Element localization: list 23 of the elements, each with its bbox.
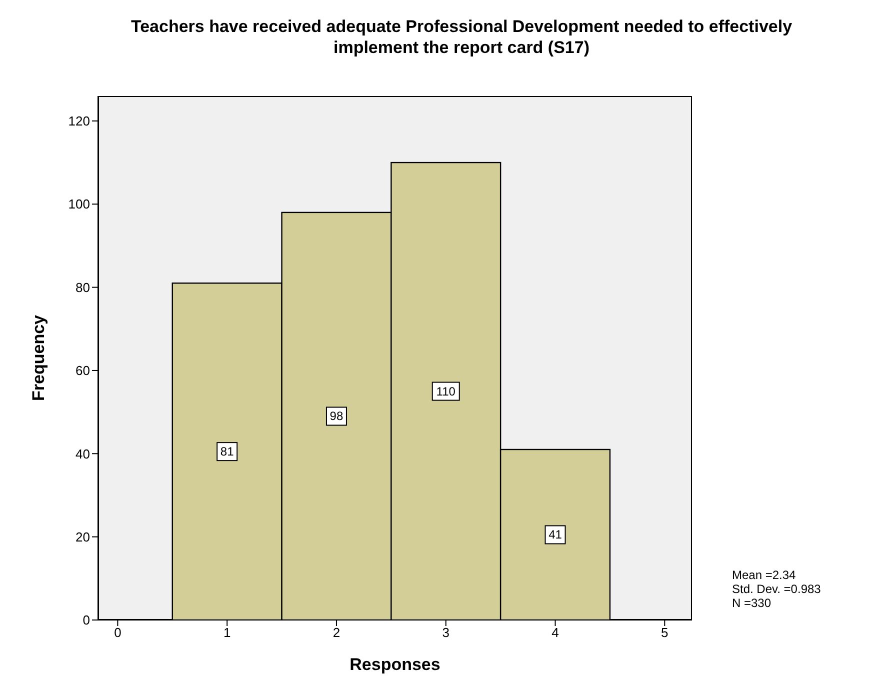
x-tick-label: 2 (332, 625, 340, 640)
x-tick-label: 1 (223, 625, 231, 640)
y-tick-label: 80 (76, 280, 90, 295)
x-tick-label: 4 (552, 625, 559, 640)
y-tick-label: 60 (76, 363, 90, 378)
data-label: 81 (220, 444, 234, 459)
x-tick-label: 0 (114, 625, 122, 640)
text: Std. Dev. =0.983 (732, 582, 821, 596)
chart-title: Teachers have received adequate Professional Development needed to effectively implement the report card (S17) (130, 16, 794, 58)
x-tick-label: 3 (442, 625, 450, 640)
data-label: 41 (548, 528, 562, 542)
y-tick-label: 40 (76, 446, 90, 462)
y-tick-label: 20 (76, 529, 90, 544)
y-axis-title: Frequency (29, 314, 48, 401)
y-tick-label: 120 (68, 114, 90, 129)
x-axis-title: Responses (350, 655, 440, 674)
text: N =330 (732, 596, 772, 610)
data-label: 98 (330, 409, 344, 424)
y-tick-label: 0 (82, 612, 90, 628)
text: Mean =2.34 (732, 568, 797, 582)
y-tick-label: 100 (68, 196, 90, 212)
x-tick-label: 5 (661, 625, 668, 640)
data-label: 110 (436, 384, 456, 398)
